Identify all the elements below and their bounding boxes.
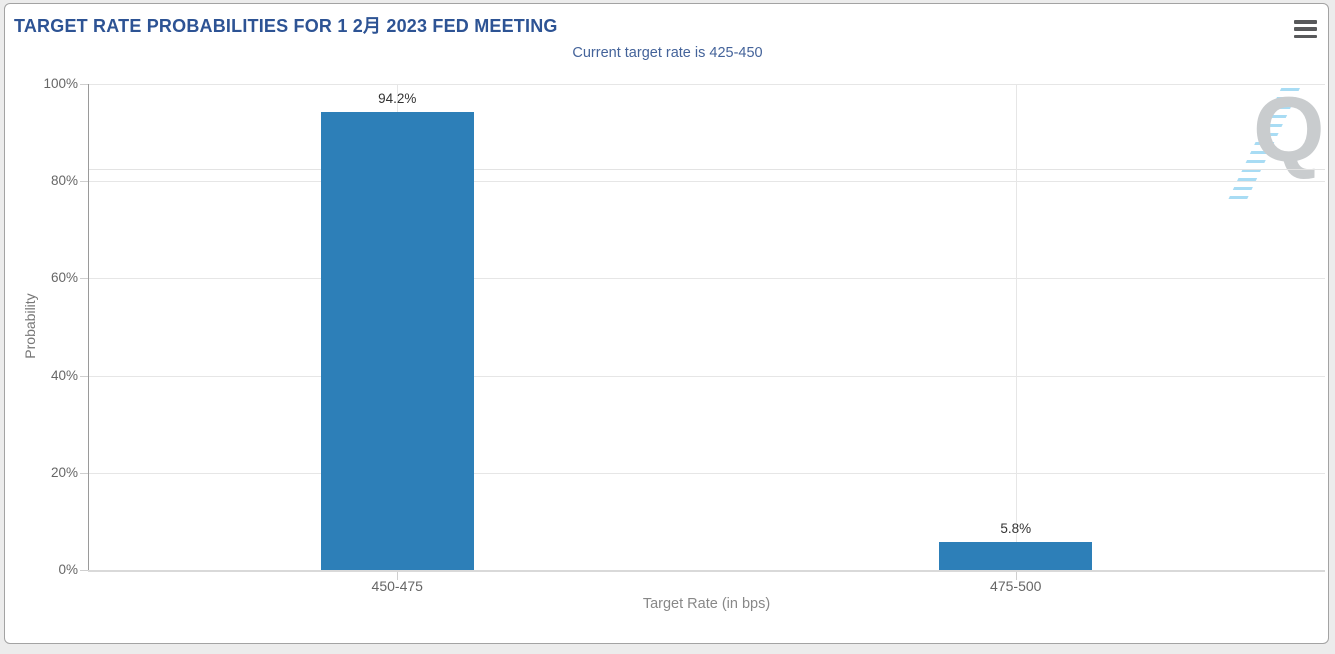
y-axis-tick-label: 40%: [50, 367, 78, 383]
bar-value-label: 94.2%: [378, 91, 417, 107]
x-axis-tick: [397, 572, 399, 580]
y-axis-line: [88, 84, 89, 570]
extra-gridline: [88, 169, 1325, 171]
y-axis-tick-label: 20%: [50, 464, 78, 480]
hamburger-icon: [1294, 27, 1317, 31]
x-axis-title: Target Rate (in bps): [642, 596, 771, 612]
x-axis-tick: [1015, 572, 1017, 580]
y-gridline: [88, 278, 1325, 280]
chart-subtitle: Current target rate is 425-450: [572, 45, 763, 61]
probability-bar[interactable]: [320, 112, 474, 570]
x-axis-line: [88, 570, 1325, 572]
chart-context-menu-button[interactable]: [1294, 19, 1320, 39]
y-axis-tick-label: 100%: [43, 76, 78, 91]
y-axis-tick: [80, 84, 88, 85]
y-gridline: [88, 472, 1325, 474]
hamburger-icon: [1294, 34, 1317, 38]
y-axis-tick: [80, 472, 88, 474]
y-axis-tick-label: 60%: [50, 270, 78, 286]
y-axis-tick: [80, 278, 88, 280]
hamburger-icon: [1294, 20, 1317, 24]
x-gridline: [1015, 84, 1017, 570]
y-axis-tick: [80, 181, 88, 183]
y-gridline: [88, 375, 1325, 377]
bar-value-label: 5.8%: [1000, 520, 1032, 536]
x-axis-tick-label: 450-475: [371, 578, 423, 594]
y-gridline: [88, 181, 1325, 183]
y-axis-tick-label: 0%: [58, 562, 78, 577]
y-axis-tick: [80, 570, 88, 571]
y-gridline: [88, 84, 1325, 85]
chart-title: TARGET RATE PROBABILITIES FOR 1 2月 2023 …: [14, 16, 558, 36]
chart-card: [4, 3, 1329, 644]
x-axis-tick-label: 475-500: [990, 578, 1042, 594]
probability-bar[interactable]: [939, 541, 1093, 570]
y-axis-tick: [80, 375, 88, 377]
y-axis-tick-label: 80%: [50, 173, 78, 189]
